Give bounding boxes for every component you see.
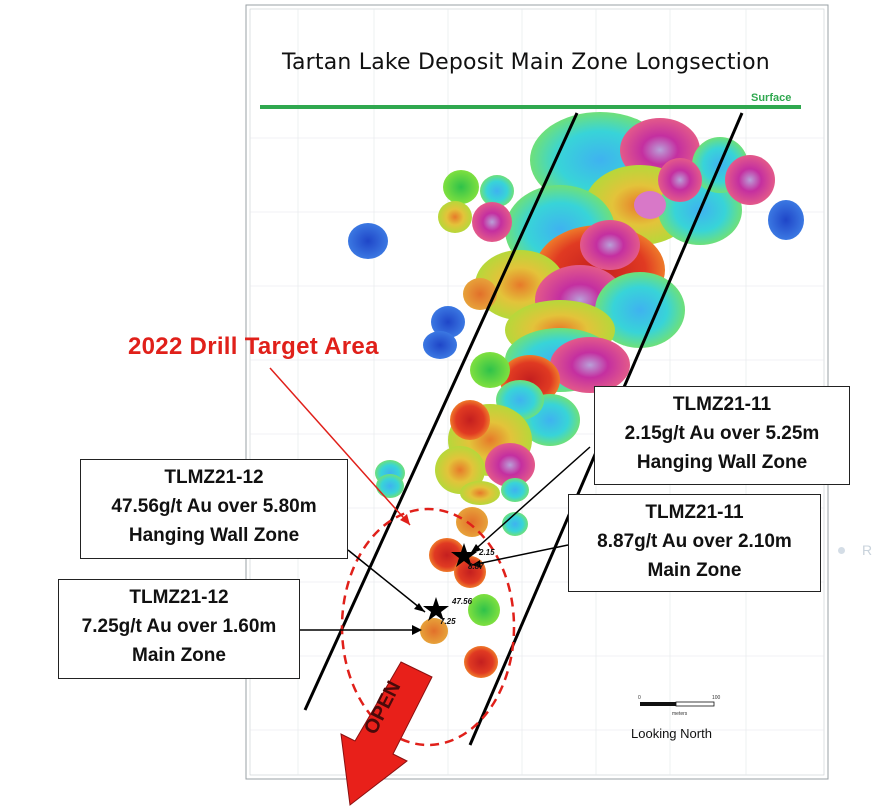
drill-hole-star-tlmz21-12 <box>423 597 449 621</box>
hanging-wall-boundary-line <box>303 112 579 711</box>
star-label-2-15: 2.15 <box>479 548 495 557</box>
looking-north-label: Looking North <box>631 726 712 741</box>
callout-zone: Main Zone <box>647 560 742 581</box>
callout-hole-id: TLMZ21-12 <box>164 467 264 488</box>
callout-zone: Hanging Wall Zone <box>636 452 808 473</box>
drill-target-ellipse <box>340 507 516 747</box>
callout-zone: Main Zone <box>132 645 226 666</box>
grade-contours <box>348 112 804 678</box>
target-pointer-line <box>269 367 411 526</box>
star-label-8-87: 8.87 <box>468 562 484 571</box>
callout-tlmz21-11-main-zone: TLMZ21-11 8.87g/t Au over 2.10m Main Zon… <box>568 494 821 592</box>
callout-grade: 2.15g/t Au over 5.25m <box>624 423 820 444</box>
callout-hole-id: TLMZ21-11 <box>672 394 772 415</box>
page-title: Tartan Lake Deposit Main Zone Longsectio… <box>282 50 770 75</box>
callout-tlmz21-11-hanging-wall: TLMZ21-11 2.15g/t Au over 5.25m Hanging … <box>594 386 850 485</box>
callout-grade: 7.25g/t Au over 1.60m <box>81 616 277 637</box>
edge-label: R <box>862 542 873 558</box>
drill-hole-star-tlmz21-11 <box>451 543 477 567</box>
edge-dot <box>838 547 845 554</box>
scale-end-label: 100 <box>712 695 721 701</box>
scale-unit-label: meters <box>672 711 688 717</box>
drill-target-label: 2022 Drill Target Area <box>128 333 379 360</box>
callout-grade: 47.56g/t Au over 5.80m <box>111 496 317 517</box>
callout-hole-id: TLMZ21-12 <box>129 587 229 608</box>
callout-grade: 8.87g/t Au over 2.10m <box>597 531 792 552</box>
callout-tlmz21-12-hanging-wall: TLMZ21-12 47.56g/t Au over 5.80m Hanging… <box>80 459 348 559</box>
star-label-7-25: 7.25 <box>440 617 456 626</box>
callout-tlmz21-12-main-zone: TLMZ21-12 7.25g/t Au over 1.60m Main Zon… <box>58 579 300 679</box>
callout-zone: Hanging Wall Zone <box>128 525 300 546</box>
callout-arrowheads <box>412 544 481 635</box>
star-label-47-56: 47.56 <box>452 597 473 606</box>
open-arrow <box>340 661 433 806</box>
callout-hole-id: TLMZ21-11 <box>645 502 744 523</box>
surface-label: Surface <box>751 92 792 104</box>
scale-bar <box>640 701 715 707</box>
scale-start-label: 0 <box>638 695 641 701</box>
callout-arrows <box>300 446 591 631</box>
target-pointer-head <box>400 514 410 525</box>
